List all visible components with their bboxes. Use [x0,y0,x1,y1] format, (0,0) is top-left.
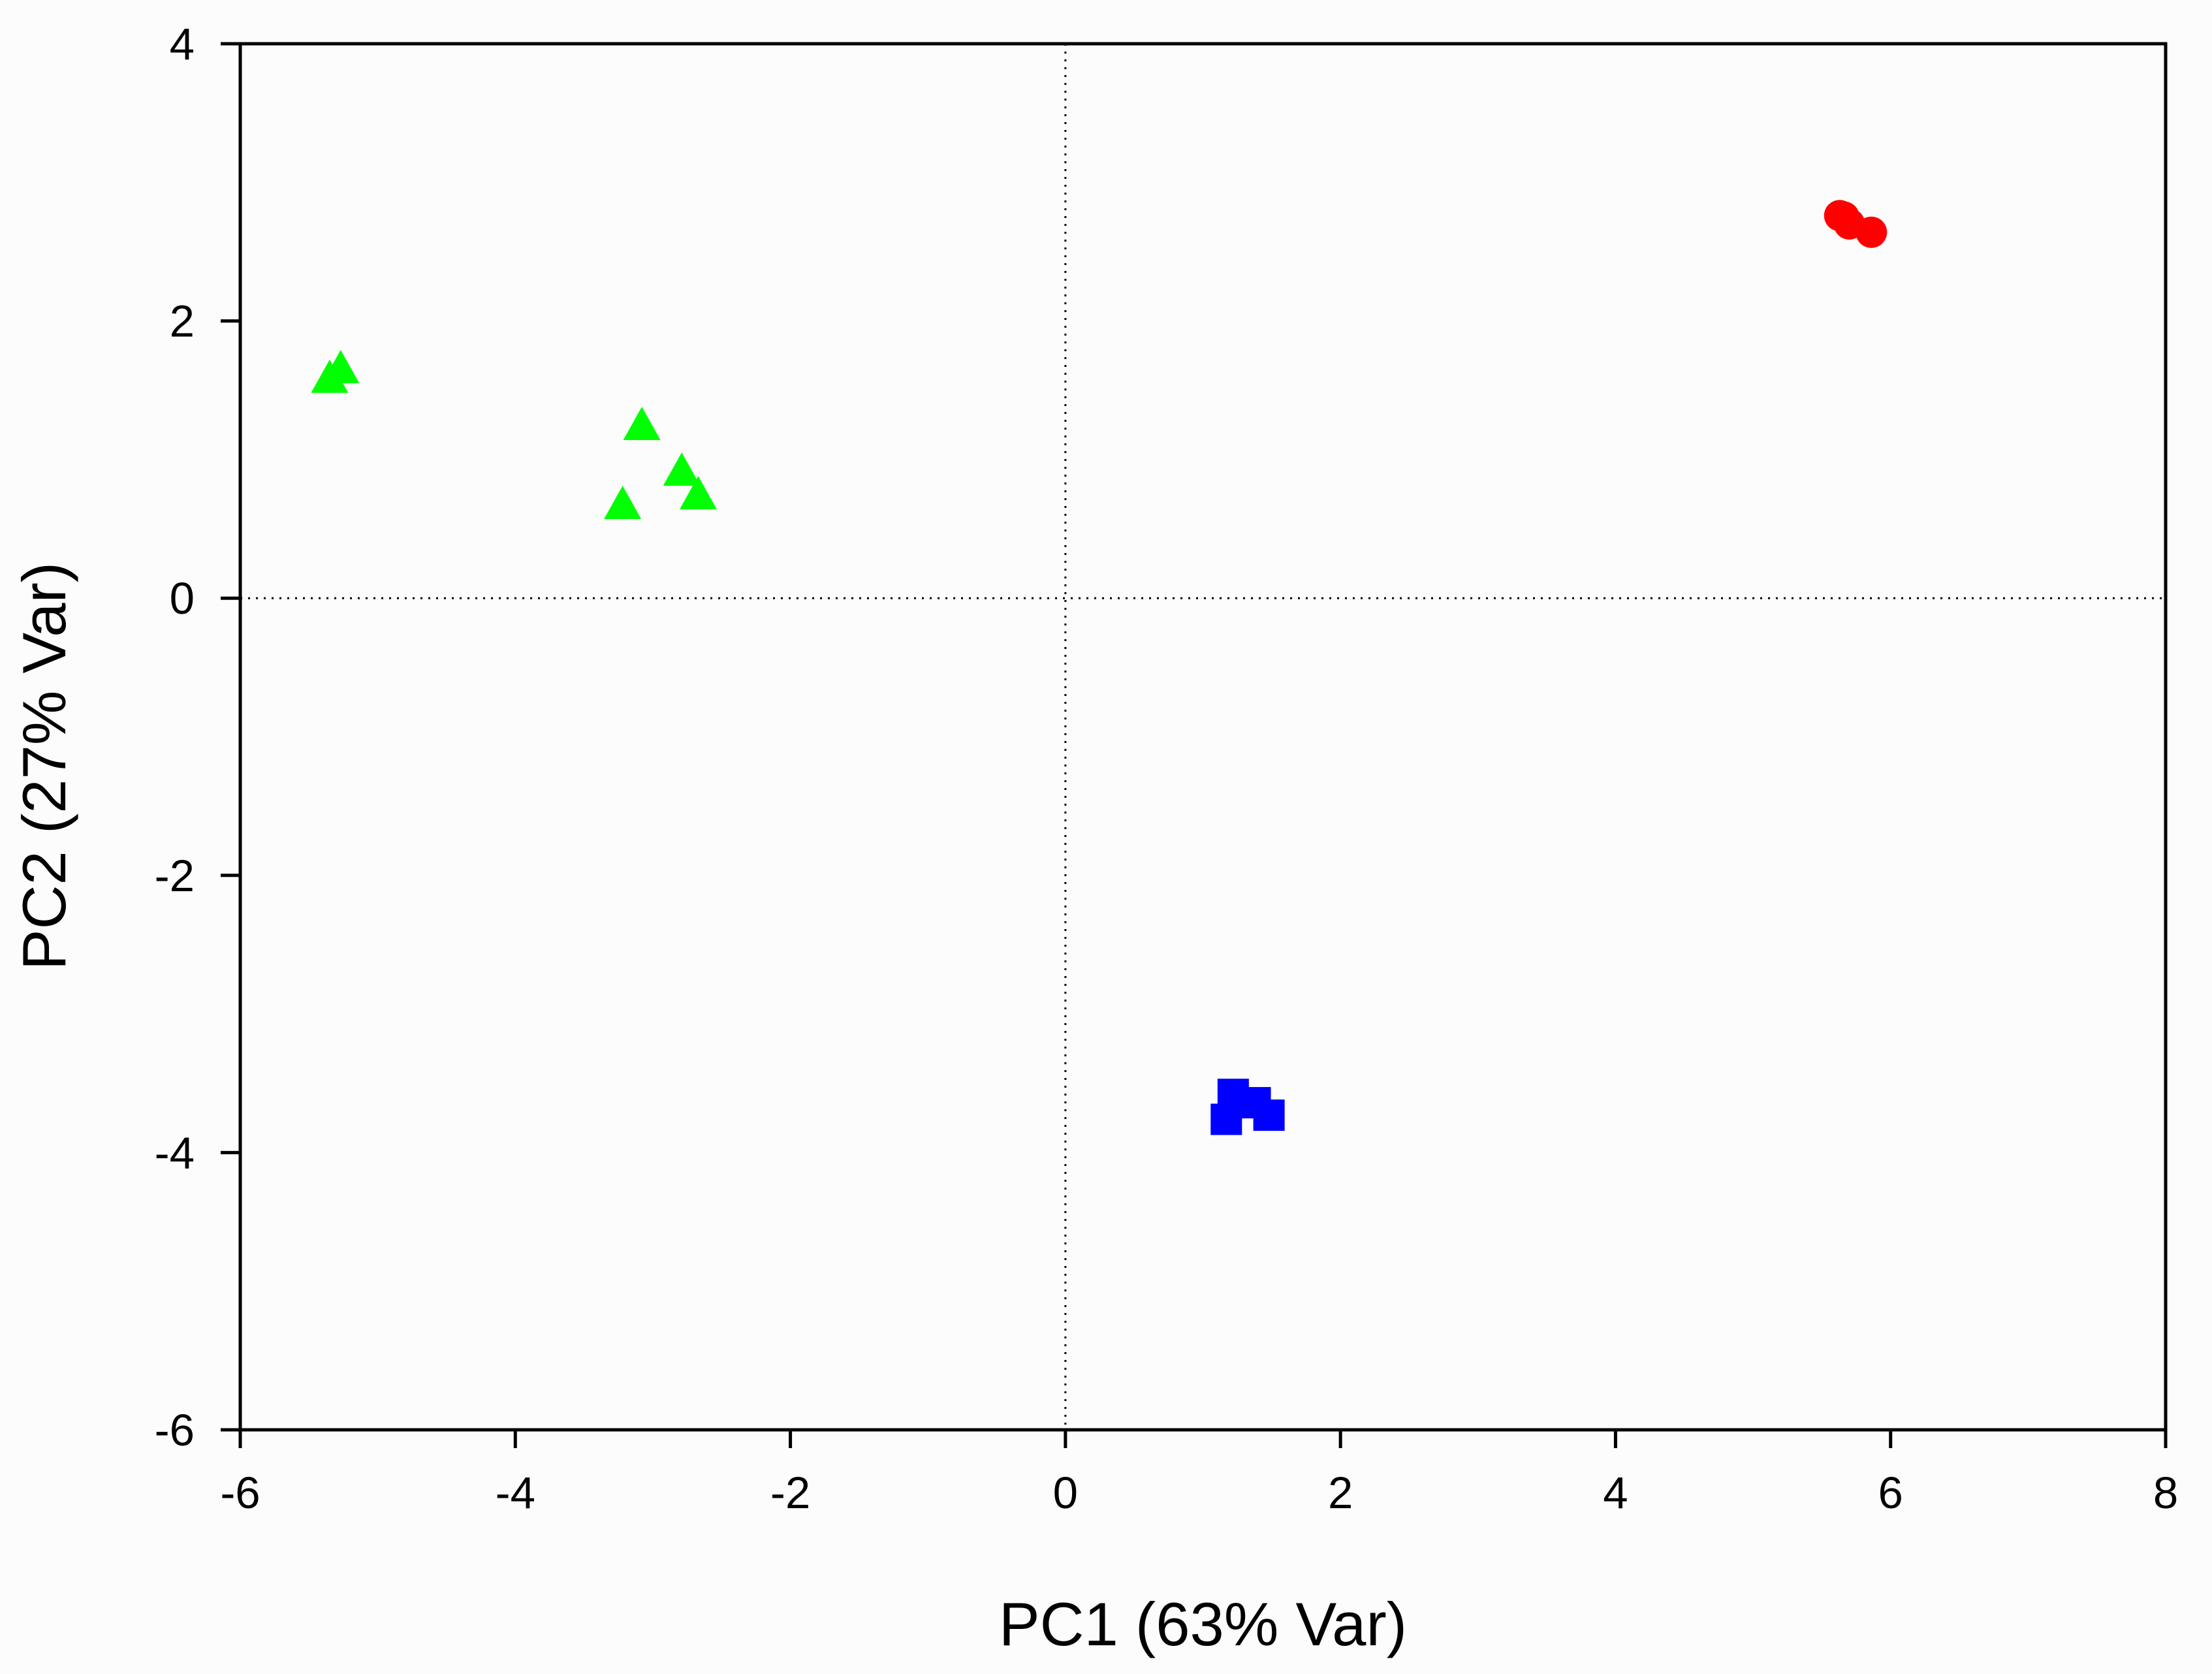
y-tick-label: 4 [170,19,195,69]
x-tick-label: 4 [1603,1468,1628,1518]
y-tick-label: -2 [155,851,195,901]
x-tick-label: 8 [2153,1468,2178,1518]
plot-frame [238,42,2168,1432]
x-tick-label: -4 [496,1468,535,1518]
x-axis-ticks: -6 -4 -2 0 2 4 6 8 [220,1430,2178,1518]
x-tick-label: 6 [1878,1468,1903,1518]
y-tick-label: 2 [170,296,195,347]
x-axis-title: PC1 (63% Var) [999,1590,1407,1658]
data-point-triangle [322,349,360,383]
data-point-triangle [679,476,717,510]
y-tick-label: 0 [170,573,195,624]
data-point-triangle [604,485,642,519]
data-point-triangle [623,406,661,440]
data-points [311,200,1888,1135]
x-tick-label: -2 [770,1468,810,1518]
x-tick-label: 0 [1053,1468,1078,1518]
y-axis-ticks: -6 -4 -2 0 2 4 [155,19,240,1455]
data-point-square [1253,1099,1285,1131]
y-tick-label: -4 [155,1128,195,1178]
data-point-circle [1856,216,1888,248]
x-tick-label: -6 [220,1468,260,1518]
y-tick-label: -6 [155,1405,195,1455]
data-point-triangle [663,452,701,486]
x-tick-label: 2 [1328,1468,1353,1518]
y-axis-title: PC2 (27% Var) [10,562,78,970]
